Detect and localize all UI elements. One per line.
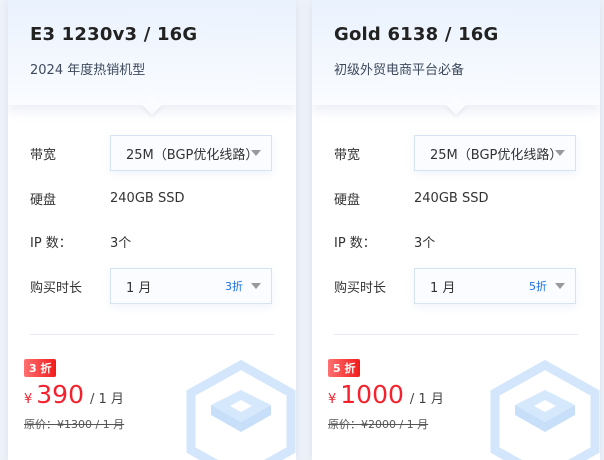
- card-header: Gold 6138 / 16G 初级外贸电商平台必备: [312, 0, 600, 115]
- ip-row: IP 数： 3个: [334, 223, 435, 259]
- duration-discount: 5折: [529, 280, 547, 293]
- card-header: E3 1230v3 / 16G 2024 年度热销机型: [8, 0, 296, 115]
- bandwidth-row: 带宽 25M（BGP优化线路）: [334, 135, 576, 171]
- duration-select[interactable]: 1 月 3折: [110, 268, 272, 304]
- ip-label: IP 数：: [30, 235, 72, 251]
- caret-down-icon: [251, 283, 261, 289]
- bandwidth-value: 25M（BGP优化线路）: [126, 147, 251, 163]
- disk-label: 硬盘: [334, 192, 361, 208]
- disk-value: 240GB SSD: [414, 190, 489, 206]
- ip-label: IP 数：: [334, 235, 376, 251]
- product-title: E3 1230v3 / 16G: [30, 24, 198, 45]
- duration-select[interactable]: 1 月 5折: [414, 268, 576, 304]
- price: ¥ 1000 / 1 月: [328, 380, 444, 409]
- hexagon-logo-icon: [490, 360, 600, 460]
- ip-value: 3个: [414, 235, 436, 251]
- disk-row: 硬盘 240GB SSD: [30, 180, 184, 216]
- ip-value: 3个: [110, 235, 132, 251]
- price-period: / 1 月: [409, 392, 444, 407]
- product-title: Gold 6138 / 16G: [334, 24, 499, 45]
- bandwidth-select[interactable]: 25M（BGP优化线路）: [110, 135, 272, 171]
- duration-label: 购买时长: [30, 280, 83, 296]
- product-subtitle: 2024 年度热销机型: [30, 63, 146, 78]
- duration-value: 1 月: [430, 280, 456, 296]
- disk-label: 硬盘: [30, 192, 57, 208]
- price-period: / 1 月: [90, 392, 124, 407]
- disk-value: 240GB SSD: [110, 190, 185, 206]
- duration-row: 购买时长 1 月 5折: [334, 268, 576, 304]
- divider: [334, 334, 578, 335]
- bandwidth-label: 带宽: [334, 147, 361, 163]
- original-price: 原价：¥1300 / 1 月: [24, 418, 125, 431]
- bandwidth-value: 25M（BGP优化线路）: [430, 147, 555, 163]
- caret-down-icon: [555, 283, 565, 289]
- product-card: E3 1230v3 / 16G 2024 年度热销机型 带宽 25M（BGP优化…: [8, 0, 296, 460]
- bandwidth-row: 带宽 25M（BGP优化线路）: [30, 135, 272, 171]
- caret-down-icon: [251, 150, 261, 156]
- bandwidth-label: 带宽: [30, 147, 57, 163]
- duration-label: 购买时长: [334, 280, 387, 296]
- price: ¥ 390 / 1 月: [24, 380, 124, 409]
- original-price: 原价：¥2000 / 1 月: [328, 418, 429, 431]
- duration-row: 购买时长 1 月 3折: [30, 268, 272, 304]
- discount-badge: 3 折: [24, 359, 57, 377]
- duration-discount: 3折: [225, 280, 243, 293]
- product-subtitle: 初级外贸电商平台必备: [334, 63, 465, 78]
- price-value: 390: [36, 380, 84, 409]
- hexagon-logo-icon: [186, 360, 296, 460]
- header-notch: [446, 95, 466, 115]
- caret-down-icon: [555, 150, 565, 156]
- price-value: 1000: [340, 380, 404, 409]
- header-notch: [142, 95, 162, 115]
- currency-symbol: ¥: [328, 392, 337, 407]
- divider: [30, 334, 274, 335]
- product-card: Gold 6138 / 16G 初级外贸电商平台必备 带宽 25M（BGP优化线…: [312, 0, 600, 460]
- duration-value: 1 月: [126, 280, 152, 296]
- bandwidth-select[interactable]: 25M（BGP优化线路）: [414, 135, 576, 171]
- currency-symbol: ¥: [24, 392, 33, 407]
- discount-badge: 5 折: [328, 359, 361, 377]
- disk-row: 硬盘 240GB SSD: [334, 180, 488, 216]
- ip-row: IP 数： 3个: [30, 223, 131, 259]
